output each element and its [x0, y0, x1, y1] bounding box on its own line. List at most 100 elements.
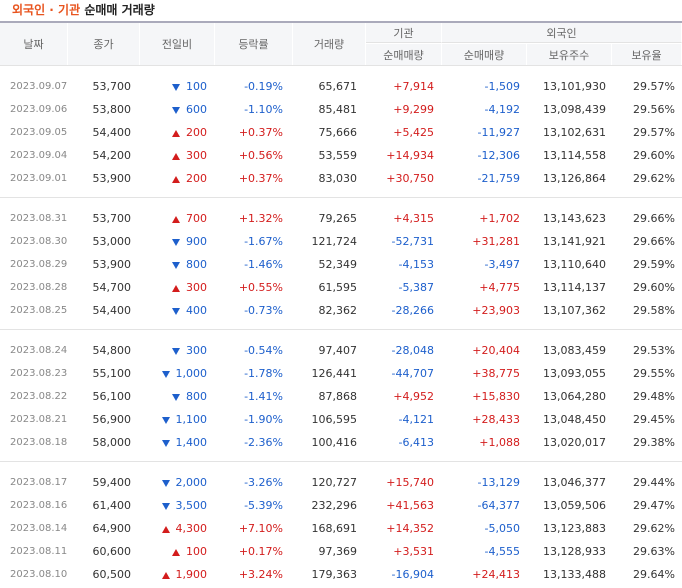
header-subcell: 보유율: [612, 44, 682, 65]
cell: 29.64%: [633, 567, 675, 581]
cell: -4,192: [484, 102, 520, 116]
cell: 13,107,362: [543, 303, 606, 317]
date-cell: 2023.09.04: [10, 149, 68, 161]
cell: -5.39%: [244, 498, 283, 512]
cell: 58,000: [92, 435, 132, 449]
cell: -1.78%: [244, 366, 283, 380]
group-separator: [0, 329, 682, 330]
cell: -4,121: [398, 412, 434, 426]
cell: 13,059,506: [543, 498, 606, 512]
direction-icon: [172, 129, 180, 137]
header-cell: 외국인: [442, 23, 682, 43]
cell: 120,727: [311, 475, 358, 489]
date-cell: 2023.09.05: [10, 126, 68, 138]
cell: -52,731: [391, 234, 434, 248]
cell: +4,775: [479, 280, 520, 294]
cell: 13,048,450: [543, 412, 606, 426]
cell: 29.57%: [633, 125, 675, 139]
cell: 85,481: [318, 102, 358, 116]
cell: 29.38%: [633, 435, 675, 449]
direction-icon: [172, 284, 180, 292]
cell: 13,083,459: [543, 343, 606, 357]
cell: +9,299: [393, 102, 434, 116]
cell: 65,671: [318, 79, 358, 93]
cell: 55,100: [92, 366, 132, 380]
cell: 1,100: [175, 412, 208, 426]
cell: 232,296: [311, 498, 358, 512]
cell: 400: [186, 303, 207, 317]
cell: 29.60%: [633, 148, 675, 162]
header-cell: 종가: [68, 23, 140, 65]
cell: 79,265: [318, 211, 358, 225]
cell: -1.67%: [244, 234, 283, 248]
cell: -44,707: [391, 366, 434, 380]
cell: -28,266: [391, 303, 434, 317]
cell: 53,000: [92, 234, 132, 248]
header-subcell: 순매매량: [366, 44, 442, 65]
cell: 56,100: [92, 389, 132, 403]
cell: 29.55%: [633, 366, 675, 380]
date-cell: 2023.08.21: [10, 413, 68, 425]
title-highlight: 외국인 · 기관: [12, 3, 81, 17]
cell: +23,903: [472, 303, 520, 317]
cell: 29.66%: [633, 211, 675, 225]
cell: 13,133,488: [543, 567, 606, 581]
cell: -1,509: [484, 79, 520, 93]
cell: 60,500: [92, 567, 132, 581]
cell: 13,143,623: [543, 211, 606, 225]
cell: +14,934: [386, 148, 434, 162]
top-border: [0, 21, 682, 23]
cell: -64,377: [477, 498, 520, 512]
date-cell: 2023.08.23: [10, 367, 68, 379]
date-cell: 2023.08.25: [10, 304, 68, 316]
cell: +28,433: [472, 412, 520, 426]
date-cell: 2023.08.22: [10, 390, 68, 402]
cell: 61,400: [92, 498, 132, 512]
cell: 56,900: [92, 412, 132, 426]
cell: 1,000: [175, 366, 208, 380]
cell: -1.41%: [244, 389, 283, 403]
date-cell: 2023.09.07: [10, 80, 68, 92]
cell: -0.73%: [244, 303, 283, 317]
cell: 29.62%: [633, 521, 675, 535]
cell: 100: [186, 79, 207, 93]
title-rest: 순매매 거래량: [84, 3, 155, 17]
cell: 1,900: [175, 567, 208, 581]
cell: 29.60%: [633, 280, 675, 294]
direction-icon: [161, 571, 170, 579]
cell: -4,153: [398, 257, 434, 271]
date-cell: 2023.08.17: [10, 476, 68, 488]
cell: +14,352: [386, 521, 434, 535]
direction-icon: [172, 261, 180, 269]
cell: 52,349: [318, 257, 358, 271]
direction-icon: [172, 175, 180, 183]
cell: +15,830: [472, 389, 520, 403]
cell: 54,700: [92, 280, 132, 294]
cell: 168,691: [311, 521, 358, 535]
cell: 300: [186, 343, 207, 357]
cell: 29.45%: [633, 412, 675, 426]
date-cell: 2023.08.10: [10, 568, 68, 580]
cell: 53,800: [92, 102, 132, 116]
direction-icon: [172, 106, 180, 114]
cell: 53,700: [92, 79, 132, 93]
cell: 800: [186, 257, 207, 271]
cell: -2.36%: [244, 435, 283, 449]
cell: +0.37%: [238, 125, 283, 139]
header-cell: 거래량: [293, 23, 366, 65]
cell: 700: [186, 211, 207, 225]
cell: -3.26%: [244, 475, 283, 489]
cell: 3,500: [175, 498, 208, 512]
cell: 97,369: [318, 544, 358, 558]
cell: 800: [186, 389, 207, 403]
cell: 13,110,640: [543, 257, 606, 271]
cell: -5,387: [398, 280, 434, 294]
cell: 13,126,864: [543, 171, 606, 185]
cell: 54,400: [92, 125, 132, 139]
cell: 121,724: [311, 234, 358, 248]
cell: 54,800: [92, 343, 132, 357]
cell: +31,281: [472, 234, 520, 248]
cell: 13,114,558: [543, 148, 606, 162]
group-separator: [0, 461, 682, 462]
cell: +0.55%: [238, 280, 283, 294]
